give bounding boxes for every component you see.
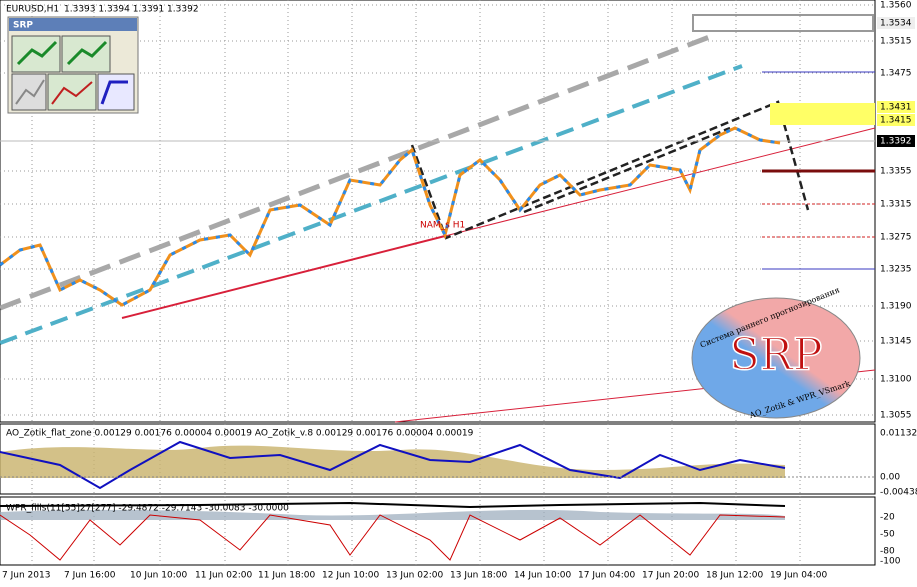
panel-title: SRP bbox=[13, 21, 33, 31]
time-label: 17 Jun 04:00 bbox=[578, 571, 635, 581]
time-label: 13 Jun 18:00 bbox=[450, 571, 507, 581]
price-label: 1.3100 bbox=[880, 375, 912, 385]
price-label: 1.3315 bbox=[880, 200, 912, 210]
price-label: 1.3145 bbox=[880, 337, 912, 347]
price-label: 1.3431 bbox=[880, 103, 912, 113]
zone bbox=[770, 103, 875, 125]
header-symbol: EURUSD,H1 bbox=[6, 5, 59, 15]
time-label: 11 Jun 02:00 bbox=[195, 571, 252, 581]
price-tag bbox=[877, 135, 915, 147]
button[interactable] bbox=[47, 73, 97, 111]
channel-mid bbox=[0, 64, 743, 345]
ind1-axis-label: 0.00 bbox=[880, 473, 900, 483]
price-label: 1.3392 bbox=[880, 137, 912, 147]
price-label: 1.3235 bbox=[880, 265, 912, 275]
price-label: 1.3055 bbox=[880, 411, 912, 421]
wedge-top bbox=[523, 126, 731, 214]
ind2-axis-label: -100 bbox=[880, 557, 901, 567]
wpr-line bbox=[0, 514, 786, 561]
wedge bbox=[410, 100, 810, 240]
time-label: 19 Jun 04:00 bbox=[770, 571, 827, 581]
panel-buttons bbox=[11, 35, 135, 111]
ao-line bbox=[0, 440, 786, 490]
time-label: 10 Jun 10:00 bbox=[130, 571, 187, 581]
price-label: 1.3560 bbox=[880, 1, 912, 11]
time-label: 11 Jun 18:00 bbox=[258, 571, 315, 581]
time-label: 7 Jun 2013 bbox=[2, 571, 50, 581]
price-tag bbox=[877, 101, 915, 113]
button[interactable] bbox=[97, 73, 135, 111]
indicator2-frame bbox=[0, 496, 876, 566]
wpr-fill bbox=[0, 509, 785, 520]
price-label: 1.3534 bbox=[880, 19, 912, 29]
price-tag bbox=[877, 114, 915, 126]
header-ohlc: 1.3393 1.3394 1.3391 1.3392 bbox=[64, 5, 199, 15]
time-label: 18 Jun 12:00 bbox=[706, 571, 763, 581]
time-label: 13 Jun 02:00 bbox=[386, 571, 443, 581]
panel-titlebar bbox=[9, 18, 137, 31]
wpr-signal bbox=[0, 501, 786, 509]
button[interactable] bbox=[11, 35, 61, 73]
price-label: 1.3515 bbox=[880, 37, 912, 47]
trend-line bbox=[121, 235, 446, 319]
ao-fill bbox=[0, 445, 785, 478]
annotation: NAM_s H1 bbox=[420, 221, 465, 231]
price-label: 1.3355 bbox=[880, 167, 912, 177]
price-tag bbox=[877, 17, 915, 29]
time-label: 17 Jun 20:00 bbox=[642, 571, 699, 581]
price-label: 1.3415 bbox=[880, 116, 912, 126]
logo bbox=[691, 297, 861, 419]
price-bars-up bbox=[0, 126, 781, 307]
trend-line-2 bbox=[444, 127, 876, 237]
price-label: 1.3190 bbox=[880, 302, 912, 312]
time-label: 7 Jun 16:00 bbox=[64, 571, 116, 581]
ind2-axis-label: -80 bbox=[880, 547, 895, 557]
ind2-label: WPR_fills(11[55]27[277] -29.4872 -29.714… bbox=[6, 504, 289, 514]
ind1-label: AO_Zotik_flat_zone 0.00129 0.00176 0.000… bbox=[6, 429, 474, 439]
ind2-axis-label: -50 bbox=[880, 530, 895, 540]
ind2-axis-label: -20 bbox=[880, 513, 895, 523]
ind1-axis-label: -0.00438 bbox=[880, 488, 917, 498]
price-label: 1.3275 bbox=[880, 233, 912, 243]
logo-title: SRP bbox=[730, 330, 823, 381]
time-label: 12 Jun 10:00 bbox=[322, 571, 379, 581]
time-label: 14 Jun 10:00 bbox=[514, 571, 571, 581]
ind1-axis-label: 0.01132 bbox=[880, 429, 917, 439]
box bbox=[692, 14, 874, 32]
price-label: 1.3475 bbox=[880, 69, 912, 79]
